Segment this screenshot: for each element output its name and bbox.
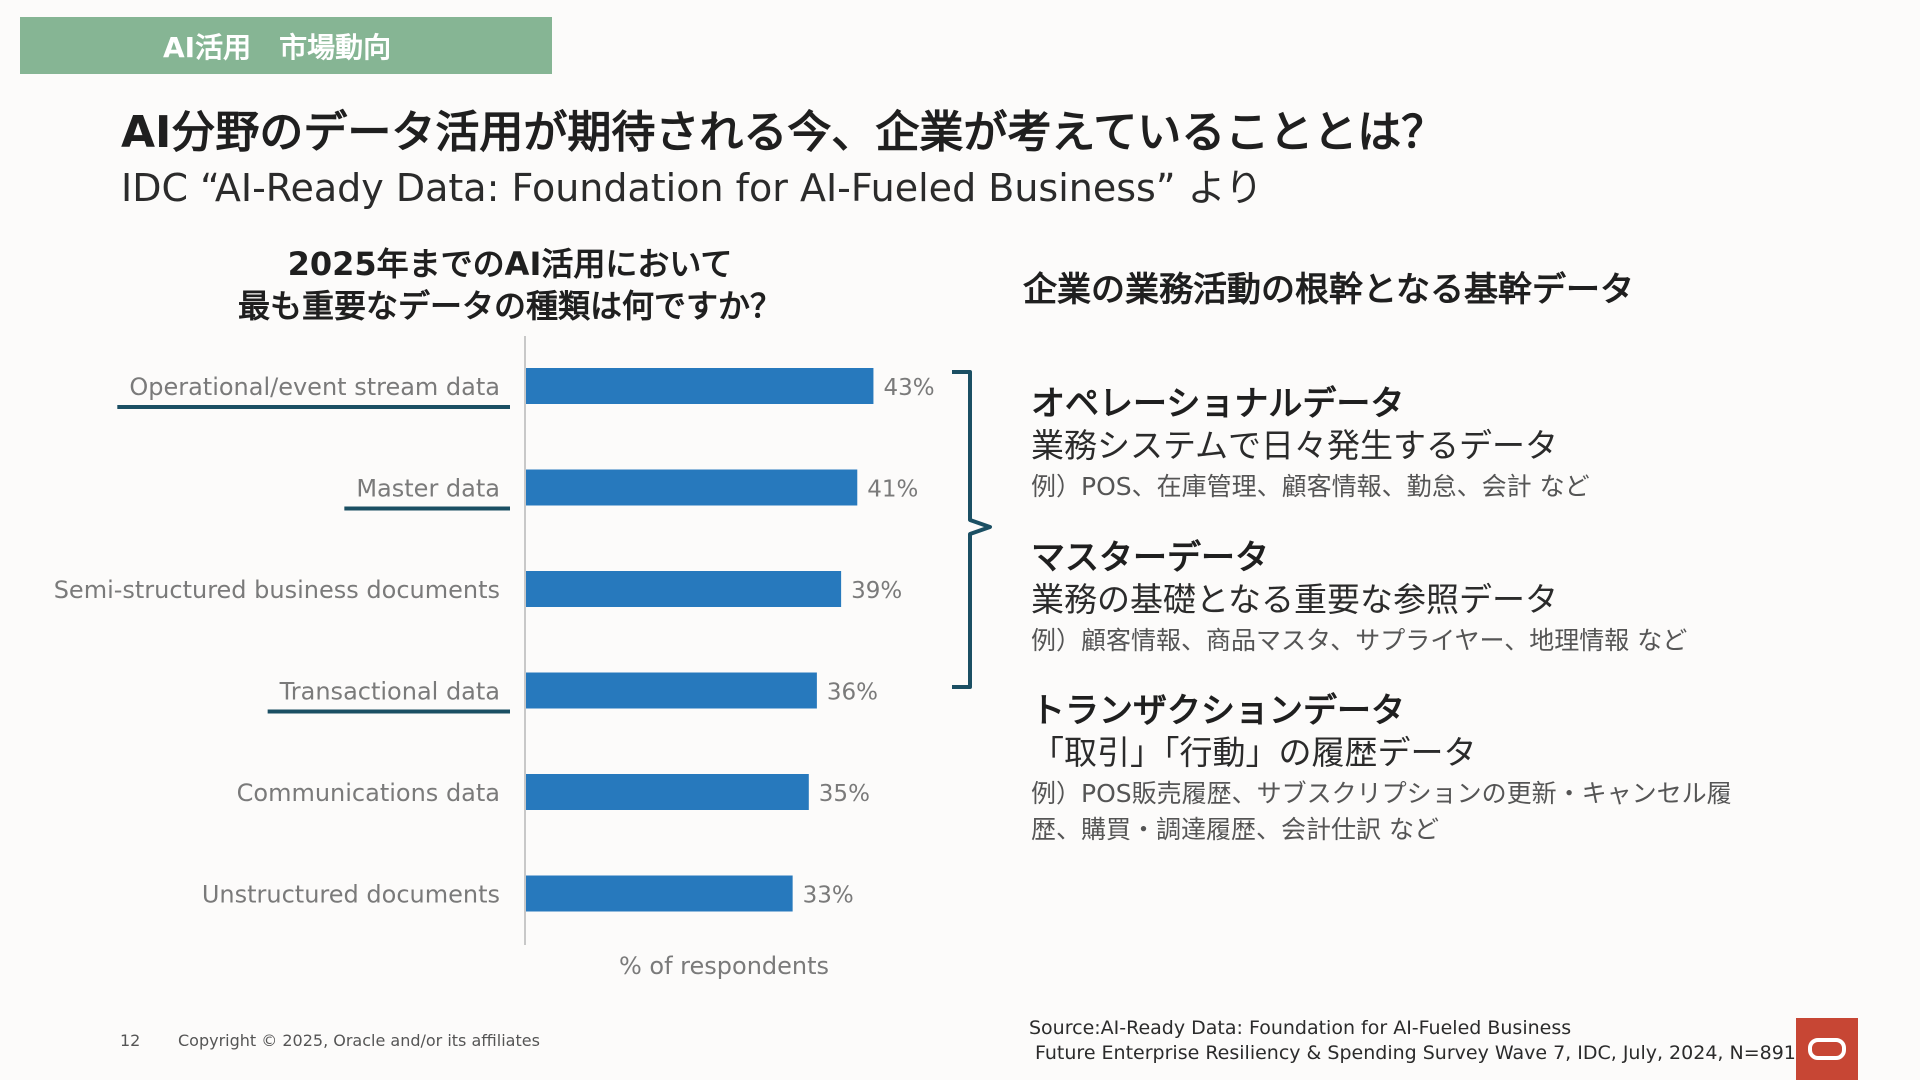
- bar: [526, 774, 809, 810]
- data-type-desc: 「取引」「行動」の履歴データ: [1031, 733, 1477, 772]
- category-label: Communications data: [237, 779, 500, 807]
- value-label: 39%: [851, 578, 902, 604]
- right-heading: 企業の業務活動の根幹となる基幹データ: [1023, 270, 1634, 310]
- x-axis-label: % of respondents: [619, 952, 829, 980]
- category-label: Master data: [356, 475, 500, 503]
- category-label: Operational/event stream data: [129, 373, 500, 401]
- data-type-name: マスターデータ: [1031, 538, 1269, 578]
- data-type-transaction: トランザクションデータ 「取引」「行動」の履歴データ 例）POS販売履歴、サブス…: [1031, 690, 1771, 848]
- value-label: 35%: [819, 781, 870, 807]
- chart-title: 2025年までのAI活用において 最も重要なデータの種類は何ですか？: [200, 243, 820, 327]
- source-line-1: Source:AI-Ready Data: Foundation for AI-…: [1029, 1017, 1572, 1039]
- category-label: Semi-structured business documents: [54, 576, 500, 604]
- value-label: 36%: [827, 680, 878, 706]
- chart-title-line-2: 最も重要なデータの種類は何ですか？: [237, 287, 782, 325]
- data-type-desc: 業務システムで日々発生するデータ: [1031, 426, 1559, 465]
- value-label: 41%: [867, 477, 918, 503]
- data-type-name: トランザクションデータ: [1031, 691, 1405, 731]
- group-bracket: [952, 370, 992, 689]
- bar-chart: Operational/event stream data 43% Master d…: [54, 336, 992, 980]
- value-label: 33%: [803, 883, 854, 909]
- category-label: Unstructured documents: [202, 881, 500, 909]
- data-type-master: マスターデータ 業務の基礎となる重要な参照データ 例）顧客情報、商品マスタ、サプ…: [1031, 537, 1771, 659]
- data-type-desc: 業務の基礎となる重要な参照データ: [1031, 580, 1559, 619]
- data-type-example: 例）顧客情報、商品マスタ、サプライヤー、地理情報 など: [1031, 626, 1688, 655]
- value-label: 43%: [883, 375, 934, 401]
- chart-title-line-1: 2025年までのAI活用において: [287, 245, 733, 283]
- data-type-operational: オペレーショナルデータ 業務システムで日々発生するデータ 例）POS、在庫管理、…: [1031, 383, 1771, 505]
- logo-ring: [1808, 1038, 1846, 1060]
- bar: [526, 571, 842, 607]
- bar: [526, 672, 817, 709]
- oracle-logo-icon: [1796, 1018, 1858, 1080]
- source-line-2: Future Enterprise Resiliency & Spending …: [1035, 1042, 1796, 1064]
- data-type-name: オペレーショナルデータ: [1031, 384, 1405, 424]
- bar: [526, 368, 874, 404]
- copyright: Copyright © 2025, Oracle and/or its affi…: [178, 1031, 540, 1050]
- bar: [526, 469, 858, 506]
- page-subtitle: IDC “AI-Ready Data: Foundation for AI-Fu…: [121, 166, 1263, 210]
- section-tag: AI活用 市場動向: [20, 17, 552, 74]
- data-type-example: 例）POS、在庫管理、顧客情報、勤怠、会計 など: [1031, 472, 1590, 501]
- page-title: AI分野のデータ活用が期待される今、企業が考えていることとは？: [121, 107, 1446, 158]
- category-label: Transactional data: [279, 678, 500, 706]
- bar: [526, 875, 793, 912]
- page-number: 12: [120, 1031, 141, 1050]
- source-note: Source:AI-Ready Data: Foundation for AI-…: [1029, 1016, 1796, 1066]
- data-type-example: 例）POS販売履歴、サブスクリプションの更新・キャンセル履歴、購買・調達履歴、会…: [1031, 779, 1732, 844]
